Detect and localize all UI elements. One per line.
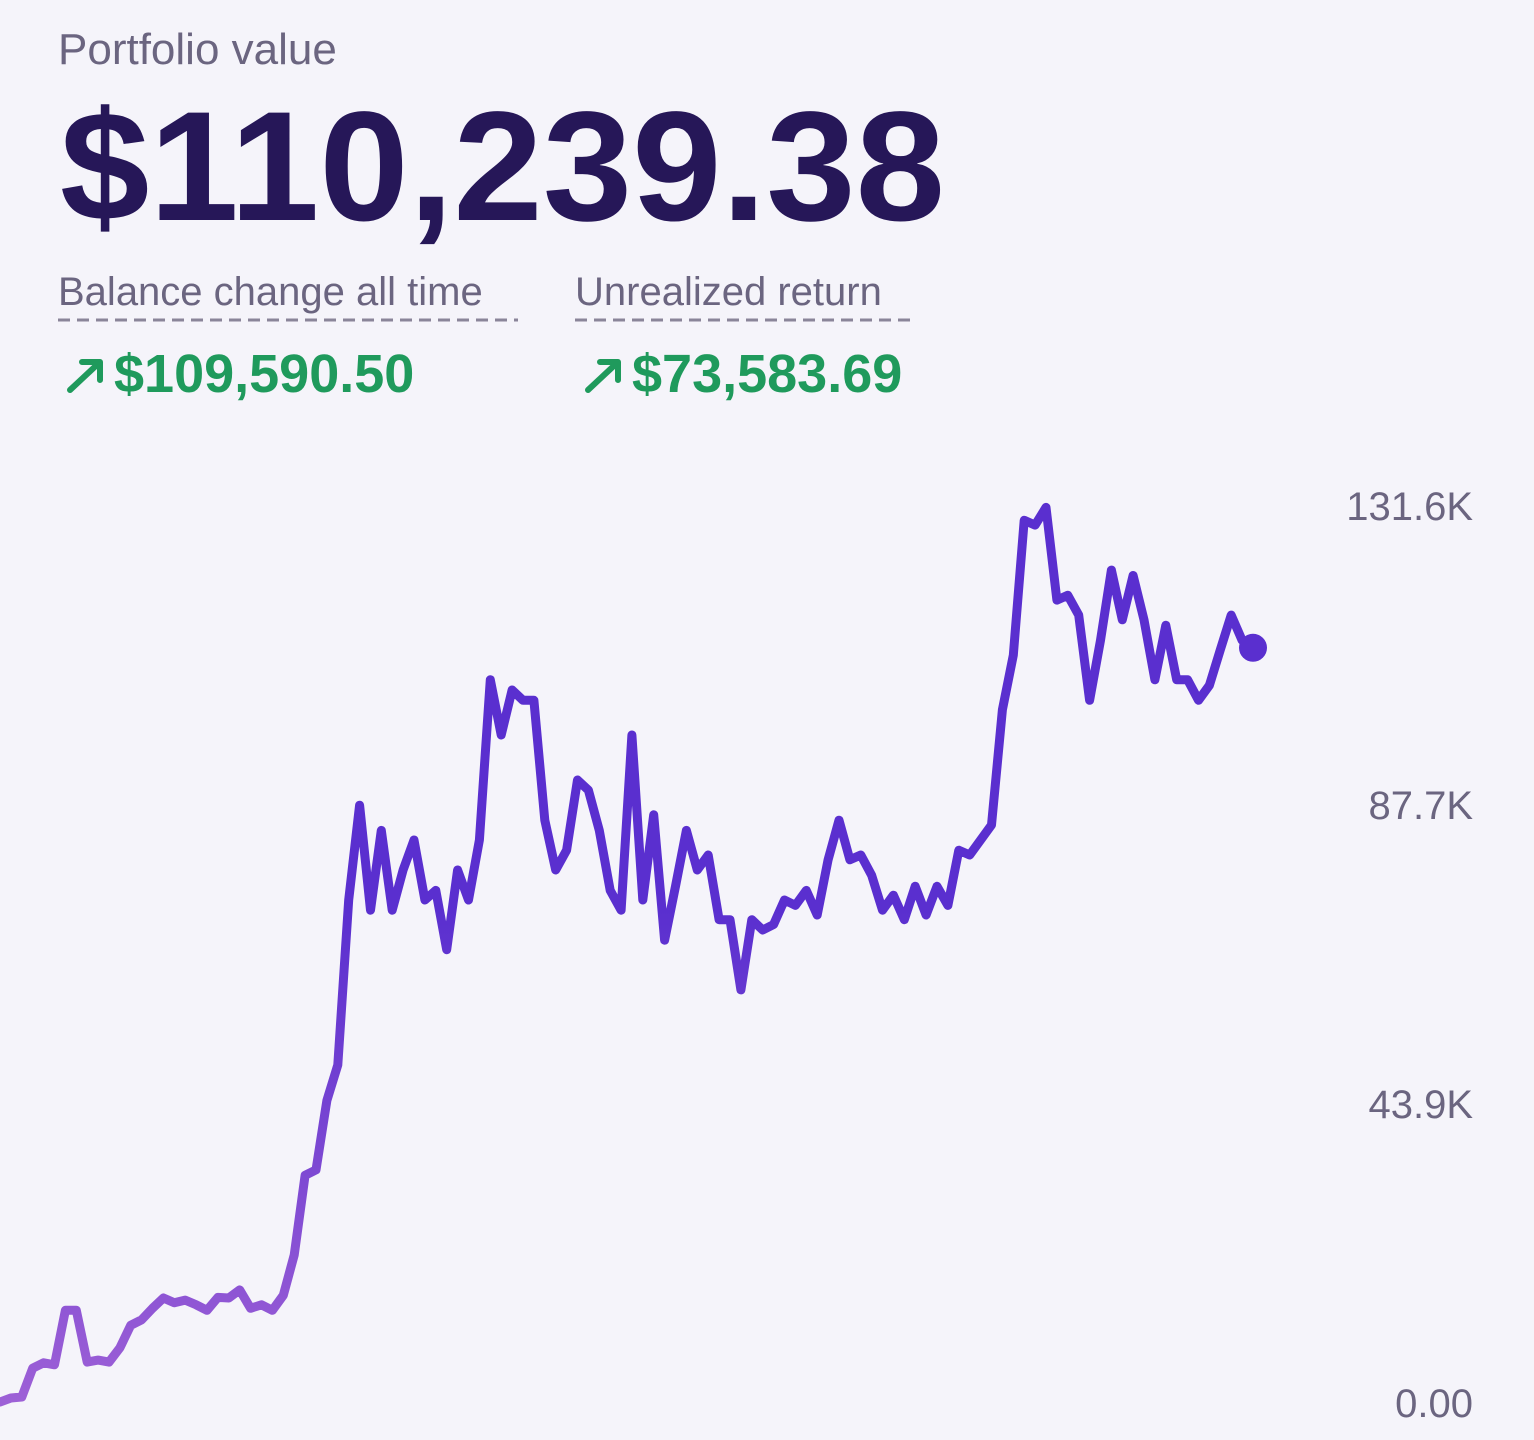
y-tick-label: 87.7K	[1368, 784, 1473, 828]
metric-label[interactable]: Balance change all time	[58, 270, 483, 314]
end-dot	[1239, 633, 1267, 662]
up-arrow	[67, 359, 103, 393]
metric-label[interactable]: Unrealized return	[575, 270, 882, 314]
y-tick-label: 43.9K	[1368, 1083, 1473, 1127]
metric-value: $109,590.50	[114, 344, 414, 404]
portfolio-value: $110,239.38	[60, 80, 945, 254]
chart: 0.00 43.9K 87.7K 131.6K	[0, 485, 1473, 1426]
up-arrow	[585, 359, 621, 393]
y-tick-label: 0.00	[1395, 1382, 1473, 1426]
y-tick-label: 131.6K	[1346, 485, 1473, 529]
title: Portfolio value	[58, 25, 337, 74]
line	[0, 502, 1258, 1407]
metric-value: $73,583.69	[632, 344, 902, 404]
